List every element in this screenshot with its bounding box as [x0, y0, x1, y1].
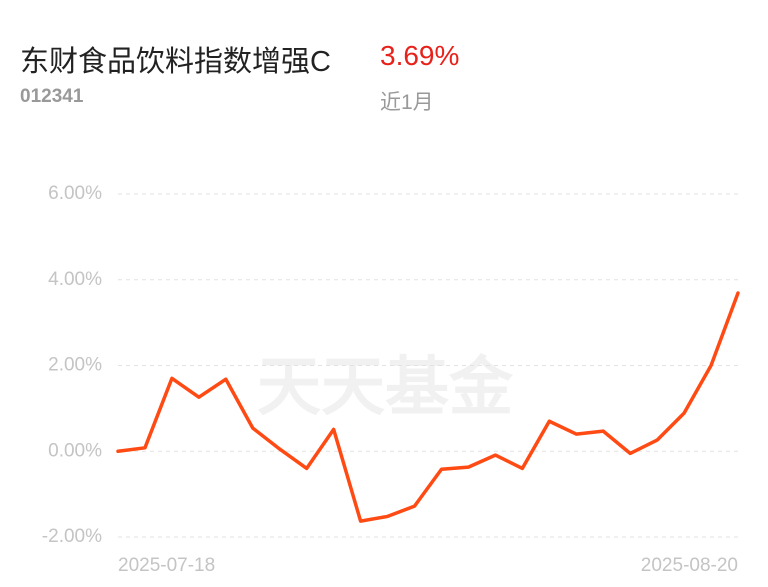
fund-title: 东财食品饮料指数增强C [20, 46, 331, 78]
y-tick-label: 4.00% [48, 269, 102, 290]
y-tick-label: 6.00% [48, 183, 102, 204]
watermark: 天天基金 [257, 351, 514, 423]
period-label[interactable]: 近1月 [380, 91, 434, 114]
line-series [116, 291, 740, 523]
x-tick-label: 2025-08-20 [641, 555, 738, 576]
period-return: 3.69% [380, 40, 460, 71]
y-tick-label: 0.00% [48, 440, 102, 461]
y-tick-label: 2.00% [48, 355, 102, 376]
y-tick-label: -2.00% [42, 526, 102, 547]
fund-code: 012341 [20, 86, 84, 107]
x-tick-label: 2025-07-18 [118, 555, 215, 576]
